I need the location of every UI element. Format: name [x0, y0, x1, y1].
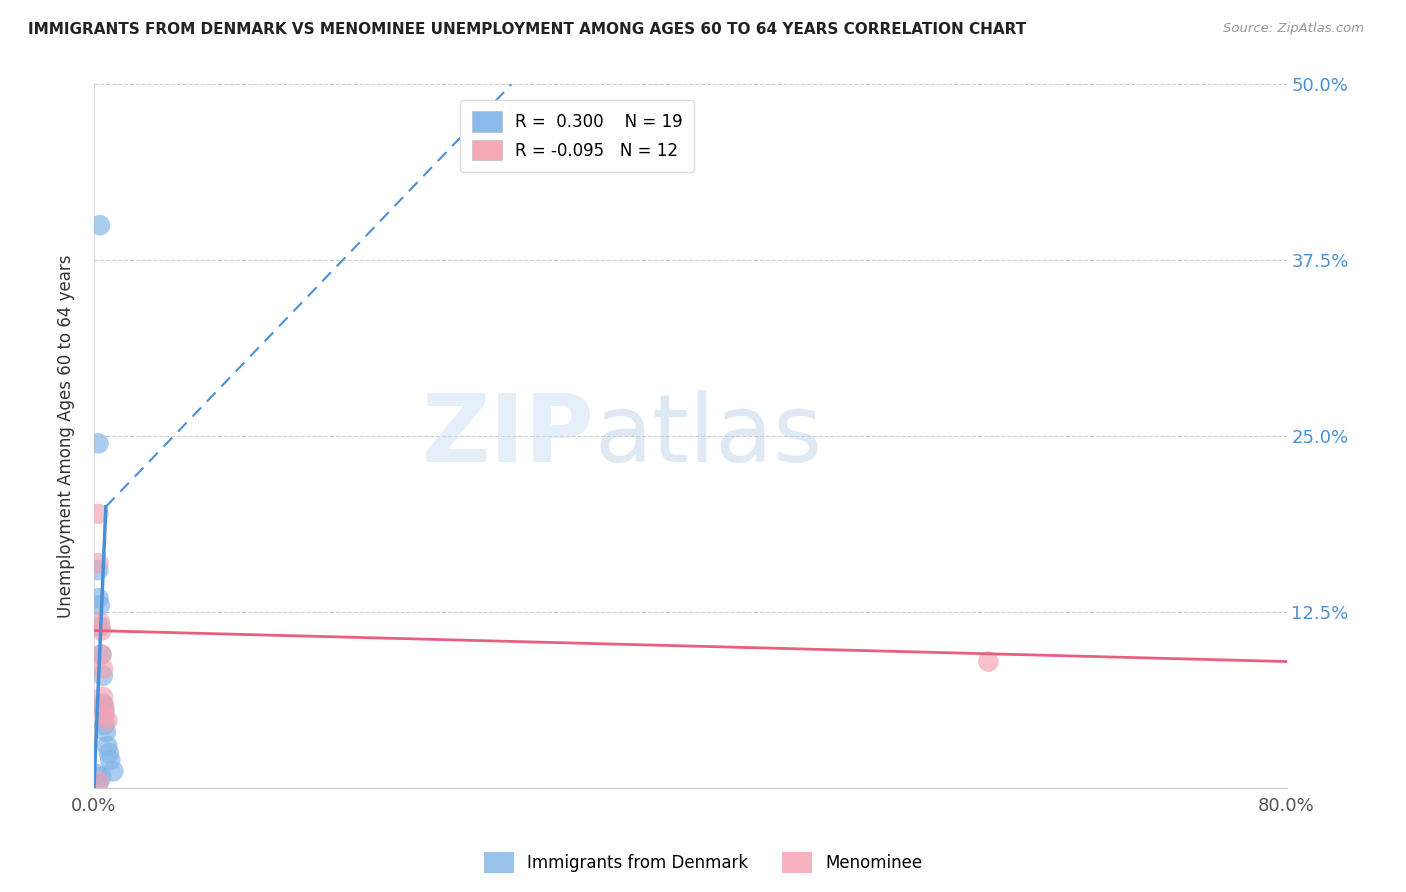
Point — [90, 648, 112, 662]
Point — [94, 725, 117, 739]
Point — [96, 714, 118, 728]
Point — [96, 739, 118, 753]
Point — [90, 770, 112, 784]
Point — [91, 668, 114, 682]
Point — [93, 718, 115, 732]
Point — [89, 218, 111, 232]
Point — [90, 648, 112, 662]
Point — [86, 767, 108, 781]
Point — [91, 690, 114, 704]
Point — [89, 619, 111, 633]
Legend: R =  0.300    N = 19, R = -0.095   N = 12: R = 0.300 N = 19, R = -0.095 N = 12 — [460, 100, 695, 172]
Point — [103, 764, 125, 779]
Point — [90, 624, 112, 638]
Point — [93, 704, 115, 718]
Point — [87, 436, 110, 450]
Point — [977, 655, 1000, 669]
Point — [91, 697, 114, 711]
Point — [93, 699, 115, 714]
Text: Source: ZipAtlas.com: Source: ZipAtlas.com — [1223, 22, 1364, 36]
Text: atlas: atlas — [595, 391, 823, 483]
Text: IMMIGRANTS FROM DENMARK VS MENOMINEE UNEMPLOYMENT AMONG AGES 60 TO 64 YEARS CORR: IMMIGRANTS FROM DENMARK VS MENOMINEE UNE… — [28, 22, 1026, 37]
Y-axis label: Unemployment Among Ages 60 to 64 years: Unemployment Among Ages 60 to 64 years — [58, 254, 75, 618]
Point — [93, 708, 115, 723]
Point — [87, 507, 110, 521]
Point — [87, 563, 110, 577]
Legend: Immigrants from Denmark, Menominee: Immigrants from Denmark, Menominee — [477, 846, 929, 880]
Point — [91, 662, 114, 676]
Text: ZIP: ZIP — [422, 391, 595, 483]
Point — [87, 556, 110, 570]
Point — [87, 774, 110, 789]
Point — [89, 599, 111, 613]
Point — [87, 591, 110, 606]
Point — [98, 753, 121, 767]
Point — [97, 746, 120, 760]
Point — [89, 615, 111, 629]
Point — [87, 777, 110, 791]
